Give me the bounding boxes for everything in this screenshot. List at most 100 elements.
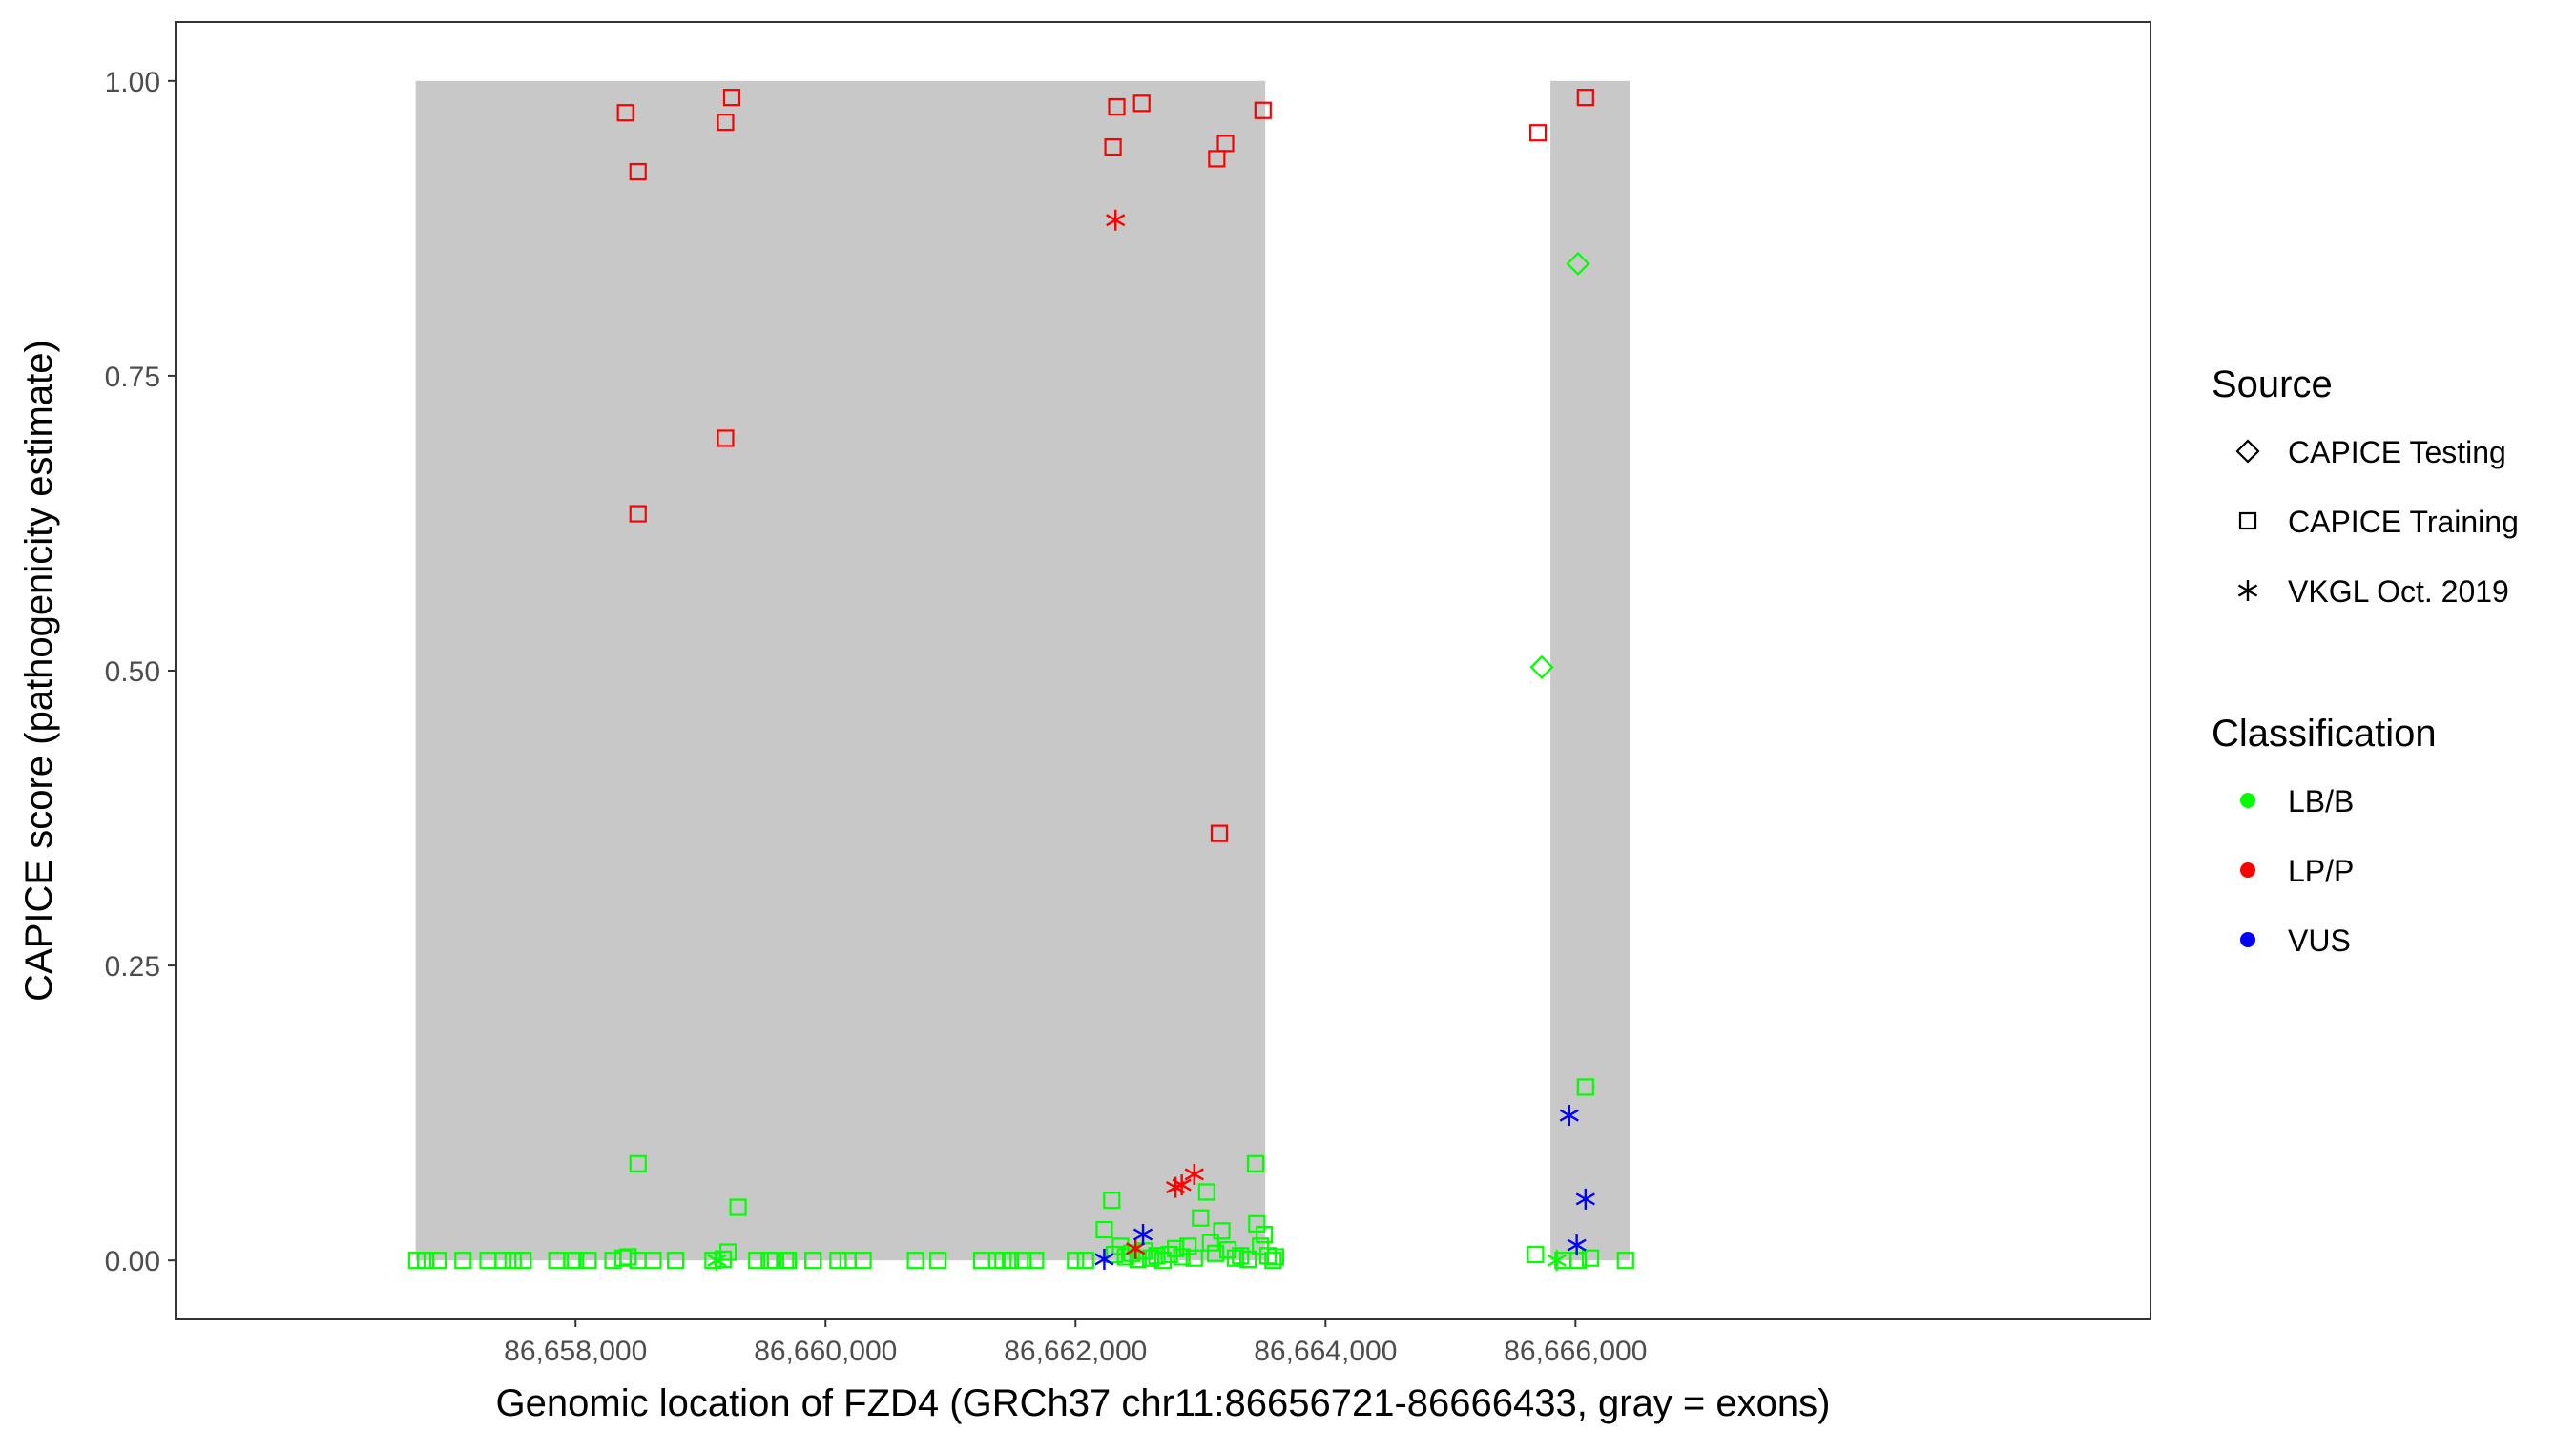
data-point: [1067, 1252, 1085, 1270]
data-points: [407, 89, 1634, 1272]
data-point: [1104, 137, 1122, 156]
data-point: [1132, 1223, 1153, 1245]
legend-source-title: Source: [2212, 363, 2333, 405]
legend-marker-diamond: [2235, 439, 2260, 464]
legend-classification-items: LB/B LP/P VUS: [2240, 784, 2354, 958]
data-point: [1266, 1248, 1285, 1266]
legend-classification-label: LB/B: [2288, 784, 2354, 819]
legend-marker-asterisk: [2237, 580, 2258, 601]
data-point: [1264, 1252, 1282, 1270]
data-point: [748, 1252, 766, 1270]
data-point: [579, 1252, 597, 1270]
data-point: [504, 1252, 522, 1270]
data-point: [1581, 1249, 1600, 1267]
x-tick-label: 86,666,000: [1504, 1336, 1647, 1367]
data-point: [1213, 1222, 1231, 1240]
data-point: [829, 1252, 847, 1270]
exon-band: [415, 80, 1266, 1261]
data-point: [1027, 1252, 1045, 1270]
data-point: [429, 1252, 447, 1270]
y-tick-label: 0.25: [105, 951, 160, 983]
y-tick-label: 1.00: [105, 67, 160, 98]
data-point: [1208, 150, 1226, 168]
data-point: [666, 1252, 685, 1270]
data-point: [629, 1154, 647, 1172]
x-tick-label: 86,658,000: [504, 1336, 647, 1367]
data-point: [1132, 94, 1151, 113]
y-tick-label: 0.75: [105, 362, 160, 393]
x-tick-label: 86,660,000: [754, 1336, 897, 1367]
x-tick-label: 86,662,000: [1004, 1336, 1147, 1367]
data-point: [1094, 1248, 1114, 1270]
data-point: [1527, 1245, 1545, 1264]
data-point: [1179, 1237, 1197, 1255]
data-point: [1014, 1252, 1032, 1270]
data-point: [619, 1248, 637, 1266]
data-point: [629, 505, 647, 523]
data-point: [1116, 1248, 1134, 1266]
data-point: [1238, 1250, 1257, 1269]
legend-color-dot: [2240, 862, 2255, 878]
data-point: [1210, 824, 1229, 842]
data-point: [1076, 1252, 1094, 1270]
data-point: [1184, 1163, 1204, 1185]
y-tick-label: 0.00: [105, 1246, 160, 1277]
data-point: [766, 1252, 784, 1270]
legend-source-label: VKGL Oct. 2019: [2288, 574, 2509, 609]
data-point: [1160, 1245, 1178, 1264]
data-point: [1254, 101, 1272, 119]
data-point: [718, 1243, 737, 1261]
data-point: [707, 1250, 727, 1272]
data-point: [514, 1252, 532, 1270]
legend-classification-title: Classification: [2212, 713, 2437, 755]
x-tick-label: 86,664,000: [1254, 1336, 1397, 1367]
data-point: [717, 113, 735, 132]
data-point: [1226, 1249, 1245, 1267]
legend-classification-label: VUS: [2288, 923, 2351, 958]
y-axis-ticks: 0.00 0.25 0.50 0.75 1.00: [105, 67, 176, 1277]
data-point: [1559, 1105, 1579, 1127]
data-point: [1246, 1154, 1265, 1172]
data-point: [1185, 1249, 1203, 1267]
data-point: [1576, 1078, 1594, 1096]
data-point: [854, 1252, 872, 1270]
data-point: [1566, 251, 1590, 277]
data-point: [804, 1252, 822, 1270]
data-point: [1141, 1249, 1159, 1267]
data-point: [494, 1252, 512, 1270]
data-point: [1197, 1183, 1215, 1201]
legend-marker-square: [2238, 511, 2257, 530]
y-tick-label: 0.50: [105, 656, 160, 688]
x-axis-title: Genomic location of FZD4 (GRCh37 chr11:8…: [496, 1382, 1831, 1424]
legend-source-label: CAPICE Testing: [2288, 435, 2506, 469]
data-point: [1192, 1209, 1210, 1227]
data-point: [616, 104, 634, 122]
data-point: [906, 1252, 924, 1270]
data-point: [1201, 1234, 1219, 1252]
exon-regions: [415, 80, 1631, 1261]
data-point: [567, 1252, 585, 1270]
data-point: [1148, 1247, 1166, 1265]
data-point: [929, 1252, 947, 1270]
data-point: [1547, 1250, 1567, 1272]
data-point: [407, 1252, 426, 1270]
data-point: [1528, 124, 1548, 142]
data-point: [1172, 1174, 1192, 1196]
data-point: [416, 1252, 435, 1270]
data-point: [1256, 1225, 1274, 1244]
data-point: [1529, 654, 1554, 679]
data-point: [1095, 1220, 1113, 1239]
data-point: [1576, 89, 1594, 107]
data-point: [1567, 1234, 1587, 1256]
legend-color-dot: [2240, 793, 2255, 808]
data-point: [454, 1252, 472, 1270]
legend: Source CAPICE Testing CAPICE Training VKGL…: [2212, 363, 2519, 958]
data-point: [1126, 1237, 1146, 1259]
exon-band: [1550, 80, 1631, 1261]
data-point: [1153, 1252, 1173, 1270]
data-point: [1002, 1252, 1020, 1270]
data-point: [1216, 135, 1235, 153]
data-point: [1173, 1248, 1191, 1266]
data-point: [779, 1252, 798, 1270]
